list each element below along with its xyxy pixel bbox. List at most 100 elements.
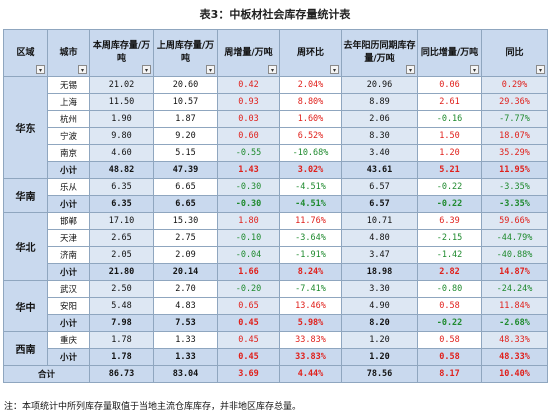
value-cell: 8.89 (341, 93, 418, 111)
value-cell: 0.29% (481, 76, 548, 94)
value-cell: 9.80 (89, 127, 154, 145)
value-cell: 2.50 (89, 280, 154, 298)
value-cell: -0.80 (417, 280, 482, 298)
city-cell: 乐从 (47, 178, 90, 196)
filter-dropdown-icon[interactable]: ▾ (142, 65, 151, 74)
subtotal-value: -2.68% (481, 314, 548, 332)
value-cell: 5.48 (89, 297, 154, 315)
subtotal-label: 小计 (47, 314, 90, 332)
filter-dropdown-icon[interactable]: ▾ (268, 65, 277, 74)
subtotal-value: 6.57 (341, 195, 418, 213)
filter-dropdown-icon[interactable]: ▾ (36, 65, 45, 74)
value-cell: 4.60 (89, 144, 154, 162)
value-cell: 2.05 (89, 246, 154, 264)
value-cell: -40.88% (481, 246, 548, 264)
header-city[interactable]: 城市 ▾ (47, 29, 90, 77)
value-cell: 2.04% (279, 76, 342, 94)
filter-dropdown-icon[interactable]: ▾ (406, 65, 415, 74)
subtotal-value: 21.80 (89, 263, 154, 281)
subtotal-value: -3.35% (481, 195, 548, 213)
value-cell: -1.42 (417, 246, 482, 264)
value-cell: 6.52% (279, 127, 342, 145)
subtotal-value: 6.35 (89, 195, 154, 213)
value-cell: 2.65 (89, 229, 154, 247)
value-cell: 35.29% (481, 144, 548, 162)
value-cell: -24.24% (481, 280, 548, 298)
value-cell: 11.50 (89, 93, 154, 111)
region-cell: 华东 (3, 76, 48, 179)
subtotal-row: 小计 6.35 6.65 -0.30 -4.51% 6.57 -0.22 -3.35% (4, 195, 548, 213)
header-yoy-ratio[interactable]: 同比 ▾ (481, 29, 548, 77)
subtotal-value: -0.22 (417, 314, 482, 332)
filter-dropdown-icon[interactable]: ▾ (206, 65, 215, 74)
subtotal-value: 33.83% (279, 348, 342, 366)
value-cell: 1.50 (417, 127, 482, 145)
filter-dropdown-icon[interactable]: ▾ (330, 65, 339, 74)
value-cell: 8.80% (279, 93, 342, 111)
header-weekly-change[interactable]: 周增量/万吨 ▾ (217, 29, 280, 77)
subtotal-value: 48.82 (89, 161, 154, 179)
subtotal-row: 小计 48.82 47.39 1.43 3.02% 43.61 5.21 11.95% (4, 161, 548, 179)
filter-dropdown-icon[interactable]: ▾ (78, 65, 87, 74)
filter-dropdown-icon[interactable]: ▾ (470, 65, 479, 74)
subtotal-label: 小计 (47, 161, 90, 179)
subtotal-value: 0.45 (217, 348, 280, 366)
value-cell: 2.61 (417, 93, 482, 111)
value-cell: 0.93 (217, 93, 280, 111)
subtotal-value: -0.22 (417, 195, 482, 213)
subtotal-value: 0.45 (217, 314, 280, 332)
value-cell: 9.20 (153, 127, 218, 145)
table-row: 安阳 5.48 4.83 0.65 13.46% 4.90 0.58 11.84% (4, 297, 548, 315)
subtotal-value: 48.33% (481, 348, 548, 366)
city-cell: 济南 (47, 246, 90, 264)
value-cell: 6.39 (417, 212, 482, 230)
subtotal-value: 14.87% (481, 263, 548, 281)
value-cell: -0.55 (217, 144, 280, 162)
value-cell: 4.83 (153, 297, 218, 315)
value-cell: 3.47 (341, 246, 418, 264)
table-row: 宁波 9.80 9.20 0.60 6.52% 8.30 1.50 18.07% (4, 127, 548, 145)
subtotal-value: 5.21 (417, 161, 482, 179)
value-cell: -0.20 (217, 280, 280, 298)
subtotal-value: 1.78 (89, 348, 154, 366)
inventory-table: 区域 ▾ 城市 ▾ 本周库存量/万吨 ▾ 上周库存量/万吨 ▾ 周增量/万吨 ▾ 周环比 ▾… (3, 29, 548, 383)
value-cell: -3.35% (481, 178, 548, 196)
value-cell: 0.60 (217, 127, 280, 145)
value-cell: 1.80 (217, 212, 280, 230)
table-row: 上海 11.50 10.57 0.93 8.80% 8.89 2.61 29.36% (4, 93, 548, 111)
subtotal-value: -0.30 (217, 195, 280, 213)
value-cell: 3.30 (341, 280, 418, 298)
subtotal-value: -4.51% (279, 195, 342, 213)
value-cell: 8.30 (341, 127, 418, 145)
value-cell: 1.87 (153, 110, 218, 128)
value-cell: 10.57 (153, 93, 218, 111)
value-cell: 0.58 (417, 297, 482, 315)
value-cell: 11.76% (279, 212, 342, 230)
header-last-week[interactable]: 上周库存量/万吨 ▾ (153, 29, 218, 77)
table-row: 杭州 1.90 1.87 0.03 1.60% 2.06 -0.16 -7.77% (4, 110, 548, 128)
subtotal-value: 1.20 (341, 348, 418, 366)
value-cell: 3.40 (341, 144, 418, 162)
header-yoy-change[interactable]: 同比增量/万吨 ▾ (417, 29, 482, 77)
value-cell: -7.77% (481, 110, 548, 128)
subtotal-value: 18.98 (341, 263, 418, 281)
value-cell: -0.10 (217, 229, 280, 247)
subtotal-value: 6.65 (153, 195, 218, 213)
subtotal-value: 47.39 (153, 161, 218, 179)
subtotal-value: 3.02% (279, 161, 342, 179)
footnote: 注：本项统计中所列库存量取值于当地主流仓库库存，并非地区库存总量。 (4, 402, 302, 412)
subtotal-label: 小计 (47, 195, 90, 213)
value-cell: 18.07% (481, 127, 548, 145)
value-cell: 1.78 (89, 331, 154, 349)
value-cell: 4.80 (341, 229, 418, 247)
city-cell: 重庆 (47, 331, 90, 349)
header-region[interactable]: 区域 ▾ (3, 29, 48, 77)
value-cell: 33.83% (279, 331, 342, 349)
table-row: 南京 4.60 5.15 -0.55 -10.68% 3.40 1.20 35.29% (4, 144, 548, 162)
filter-dropdown-icon[interactable]: ▾ (536, 65, 545, 74)
region-cell: 华南 (3, 178, 48, 213)
subtotal-value: 7.53 (153, 314, 218, 332)
header-last-year[interactable]: 去年阳历同期库存量/万吨 ▾ (341, 29, 418, 77)
header-this-week[interactable]: 本周库存量/万吨 ▾ (89, 29, 154, 77)
header-weekly-ratio[interactable]: 周环比 ▾ (279, 29, 342, 77)
